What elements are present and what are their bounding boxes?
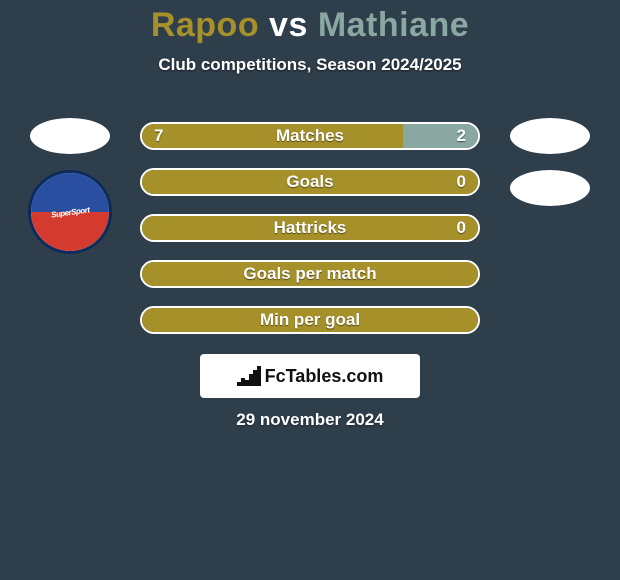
stat-bar-left xyxy=(142,262,466,286)
comparison-card: Rapoo vs Mathiane Club competitions, Sea… xyxy=(0,0,620,580)
right-player-col xyxy=(500,118,600,254)
stat-bar-right: 0 xyxy=(463,170,478,194)
stat-bars: 72Matches0Goals0HattricksGoals per match… xyxy=(140,122,480,334)
badge-text: SuperSport xyxy=(50,205,89,219)
stat-bar-right xyxy=(466,262,478,286)
stat-bar: 0Goals xyxy=(140,168,480,196)
badge-top xyxy=(31,173,109,212)
title-left: Rapoo xyxy=(151,6,259,44)
stat-left-value: 7 xyxy=(154,126,163,146)
right-club-avatar xyxy=(510,170,590,206)
title-vs: vs xyxy=(269,6,308,44)
badge-bot xyxy=(31,212,109,251)
right-player-avatar xyxy=(510,118,590,154)
stat-bar: Min per goal xyxy=(140,306,480,334)
stat-bar: 72Matches xyxy=(140,122,480,150)
stat-bar-left xyxy=(142,216,463,240)
stat-bar-left: 7 xyxy=(142,124,403,148)
left-player-avatar xyxy=(30,118,110,154)
stat-bar-left xyxy=(142,308,466,332)
page-title: Rapoo vs Mathiane xyxy=(0,6,620,45)
date-label: 29 november 2024 xyxy=(0,410,620,430)
stat-bar-left xyxy=(142,170,463,194)
subtitle: Club competitions, Season 2024/2025 xyxy=(0,55,620,75)
stat-right-value: 2 xyxy=(457,126,466,146)
watermark-text: FcTables.com xyxy=(265,366,384,387)
watermark: FcTables.com xyxy=(200,354,420,398)
stat-bar: Goals per match xyxy=(140,260,480,288)
title-right: Mathiane xyxy=(318,6,469,44)
left-club-badge: SuperSport xyxy=(28,170,112,254)
stat-bar: 0Hattricks xyxy=(140,214,480,242)
stat-bar-right: 0 xyxy=(463,216,478,240)
badge-inner: SuperSport xyxy=(40,182,100,242)
stat-bar-right xyxy=(466,308,478,332)
barchart-icon xyxy=(237,366,261,386)
stat-bar-right: 2 xyxy=(403,124,478,148)
stat-right-value: 0 xyxy=(457,218,466,238)
stat-right-value: 0 xyxy=(457,172,466,192)
left-player-col: SuperSport xyxy=(20,118,120,254)
